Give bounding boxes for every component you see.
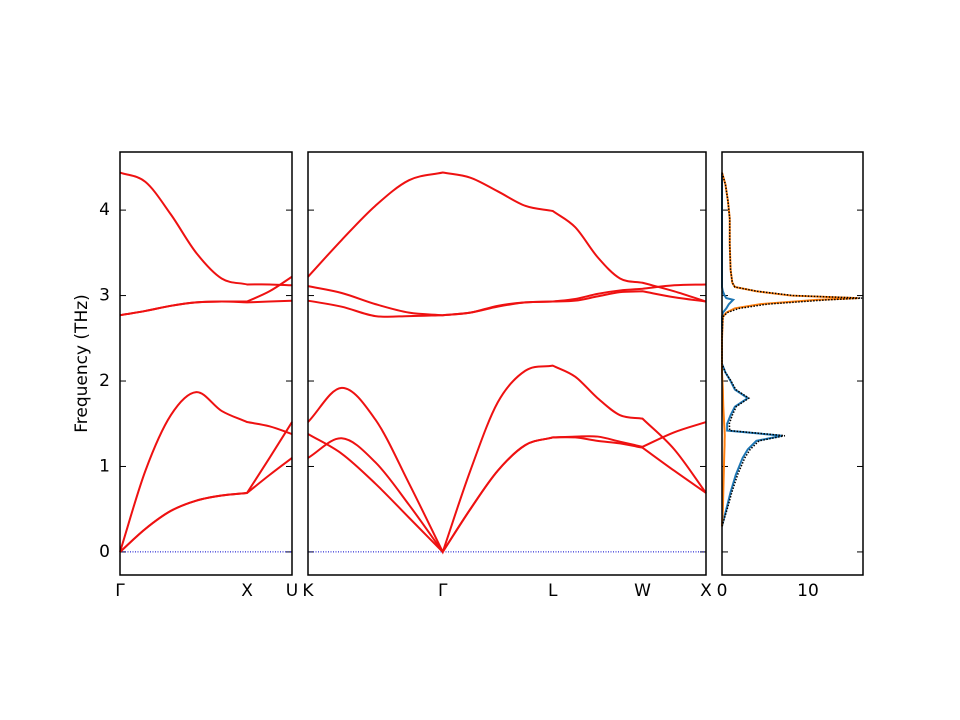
plot-frame <box>307 151 707 576</box>
band-line <box>119 421 293 553</box>
band-line <box>307 283 707 317</box>
band-line <box>307 171 707 303</box>
x-tick-label: X <box>700 581 712 601</box>
band-line <box>307 364 707 555</box>
y-tick-label: 3 <box>99 286 110 306</box>
y-axis-label: Frequency (THz) <box>72 294 92 433</box>
band-line <box>119 457 293 553</box>
x-tick-label: L <box>548 581 558 601</box>
dos-line <box>721 172 783 527</box>
band-line <box>119 171 293 287</box>
x-tick-label: U <box>286 581 298 601</box>
y-tick-label: 0 <box>99 542 110 562</box>
x-tick-label: Γ <box>438 581 448 601</box>
plot-frame <box>119 151 293 576</box>
x-tick-label: K <box>302 581 314 601</box>
y-tick-label: 2 <box>99 371 110 391</box>
band-line <box>307 433 707 554</box>
band-line <box>119 391 293 553</box>
band-line <box>119 299 293 317</box>
x-tick-label: 0 <box>717 581 728 601</box>
band-line <box>307 290 707 318</box>
dos-line <box>721 172 863 527</box>
dos-line <box>721 172 858 527</box>
x-tick-label: X <box>241 581 253 601</box>
plot-frame <box>721 151 864 576</box>
x-tick-label: Γ <box>115 581 125 601</box>
x-tick-label: 10 <box>797 581 819 601</box>
x-tick-label: W <box>634 581 651 601</box>
band-line <box>307 421 707 554</box>
y-tick-label: 4 <box>99 200 110 220</box>
y-tick-label: 1 <box>99 456 110 476</box>
band-line <box>119 275 293 317</box>
